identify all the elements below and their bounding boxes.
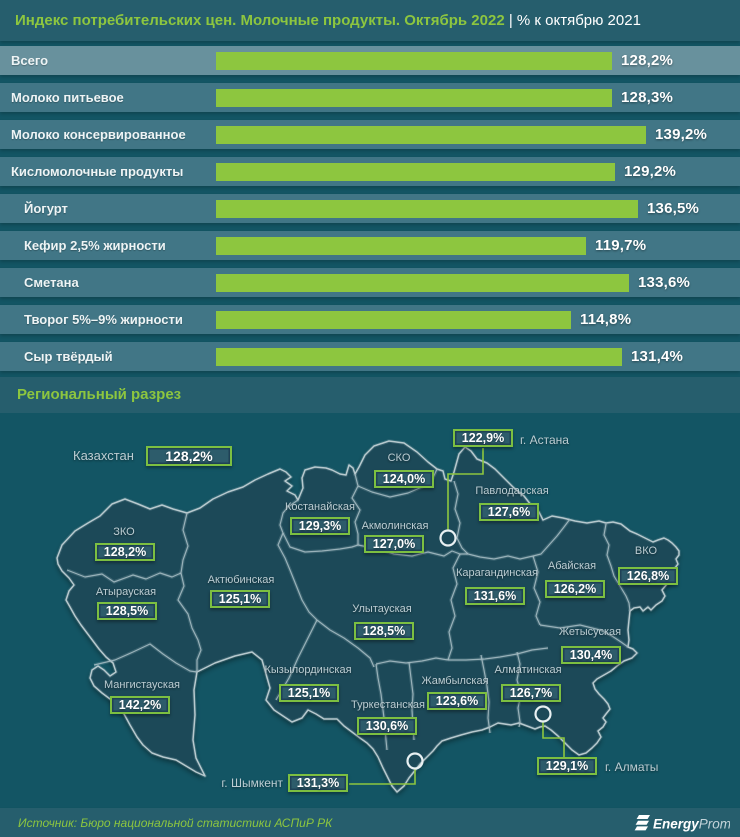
svg-text:EnergyProm: EnergyProm <box>653 817 730 832</box>
